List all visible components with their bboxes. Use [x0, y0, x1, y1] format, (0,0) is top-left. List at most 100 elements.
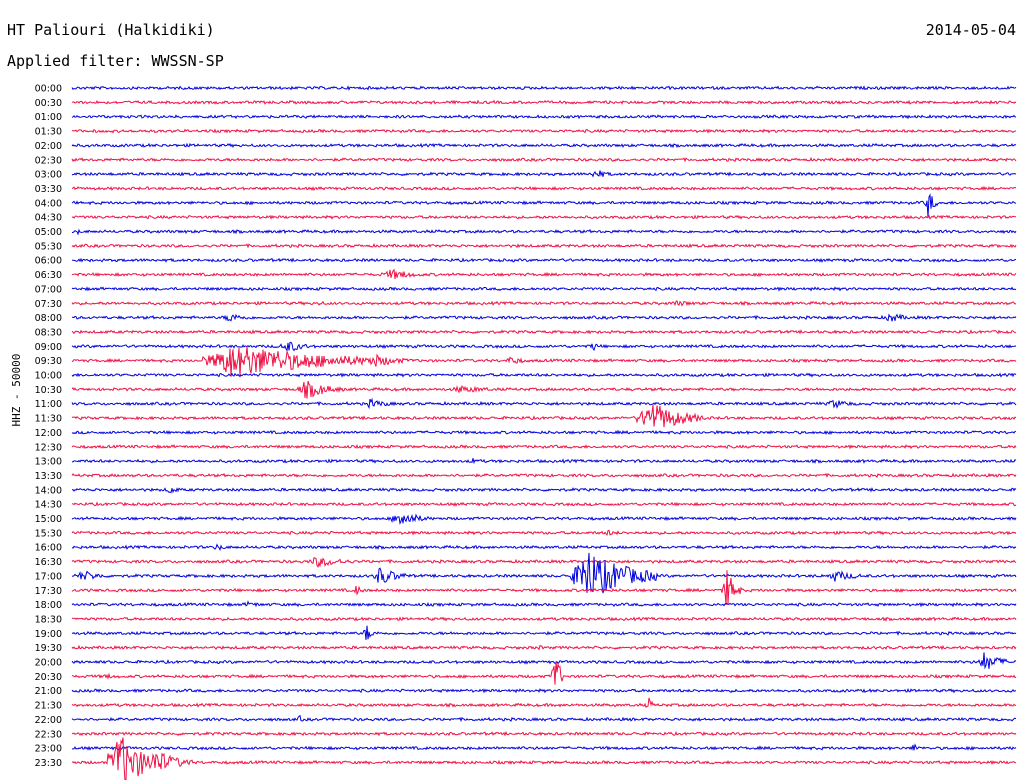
station-title: HT Paliouri (Halkidiki)	[7, 21, 215, 39]
seismogram-trace	[71, 170, 1017, 178]
time-tick-label: 00:30	[35, 98, 62, 109]
seismogram-trace	[71, 404, 1017, 428]
seismogram-trace	[71, 557, 1017, 568]
seismogram-trace	[71, 257, 1017, 263]
time-tick-label: 07:30	[35, 299, 62, 310]
seismogram-trace	[71, 487, 1017, 494]
time-tick-label: 17:30	[35, 586, 62, 597]
seismogram-trace	[71, 600, 1017, 608]
time-tick-label: 02:00	[35, 141, 62, 152]
seismogram-trace	[71, 99, 1017, 105]
seismogram-trace	[71, 644, 1017, 651]
time-tick-label: 02:30	[35, 155, 62, 166]
seismogram-trace	[71, 346, 1017, 378]
seismogram-trace	[71, 185, 1017, 192]
seismogram-trace	[71, 737, 1016, 780]
time-tick-label: 09:30	[35, 356, 62, 367]
time-tick-label: 14:30	[35, 500, 62, 511]
time-tick-label: 00:00	[35, 84, 62, 95]
record-date: 2014-05-04	[925, 21, 1016, 39]
time-tick-label: 23:30	[35, 758, 62, 769]
seismogram-trace	[71, 243, 1017, 249]
seismogram-trace	[71, 697, 1017, 709]
time-tick-label: 03:00	[35, 170, 62, 181]
time-tick-label: 13:30	[35, 471, 62, 482]
time-tick-label: 08:00	[35, 313, 62, 324]
seismogram-trace	[71, 625, 1017, 640]
seismogram-trace	[71, 616, 1017, 622]
time-tick-label: 15:00	[35, 514, 62, 525]
seismogram-trace	[71, 268, 1017, 279]
seismogram-trace	[71, 142, 1017, 149]
time-tick-label: 12:00	[35, 428, 62, 439]
seismogram-trace	[71, 429, 1017, 436]
time-tick-label: 23:00	[35, 744, 62, 755]
seismogram-trace	[71, 300, 1017, 307]
seismogram-trace	[72, 228, 1017, 236]
time-tick-label: 11:30	[35, 414, 62, 425]
time-tick-label: 21:00	[35, 686, 62, 697]
seismogram-trace	[71, 543, 1017, 552]
seismogram-trace	[71, 372, 1017, 378]
seismogram-trace	[71, 501, 1017, 507]
time-tick-label: 18:00	[35, 600, 62, 611]
time-tick-label: 22:00	[35, 715, 62, 726]
time-tick-label: 08:30	[35, 327, 62, 338]
time-tick-label: 17:00	[35, 571, 62, 582]
time-tick-label: 19:30	[35, 643, 62, 654]
time-tick-label: 13:00	[35, 457, 62, 468]
seismogram-trace	[71, 444, 1017, 450]
seismogram-trace	[71, 397, 1017, 410]
seismogram-trace	[71, 128, 1017, 134]
seismogram-trace	[71, 85, 1017, 91]
seismogram-trace	[71, 114, 1017, 120]
time-tick-label: 10:00	[35, 371, 62, 382]
filter-label: Applied filter: WWSSN-SP	[7, 52, 224, 70]
seismogram-trace	[71, 688, 1017, 694]
time-tick-label: 22:30	[35, 729, 62, 740]
seismogram-trace	[71, 193, 1017, 218]
time-tick-label: 05:30	[35, 241, 62, 252]
seismogram-trace	[71, 743, 1017, 751]
time-tick-label: 07:00	[35, 284, 62, 295]
time-tick-label: 18:30	[35, 614, 62, 625]
time-tick-label: 14:00	[35, 485, 62, 496]
time-tick-label: 01:00	[35, 112, 62, 123]
seismogram-trace	[71, 472, 1017, 479]
seismogram-trace	[71, 529, 1017, 536]
seismogram-trace	[71, 730, 1017, 737]
seismogram-trace	[71, 313, 1017, 322]
seismogram-trace	[71, 552, 1017, 594]
seismogram-trace	[71, 513, 1017, 525]
seismogram-trace	[71, 214, 1017, 220]
time-tick-label: 11:00	[35, 399, 62, 410]
seismogram-trace	[71, 570, 1017, 606]
time-tick-label: 16:30	[35, 557, 62, 568]
time-tick-label: 06:00	[35, 256, 62, 267]
time-tick-label: 20:00	[35, 658, 62, 669]
time-tick-label: 15:30	[35, 528, 62, 539]
seismogram-trace	[71, 286, 1017, 292]
seismogram-trace	[71, 652, 1017, 670]
seismogram-trace	[71, 458, 1017, 465]
time-tick-label: 21:30	[35, 701, 62, 712]
seismogram-trace	[71, 714, 1017, 723]
time-tick-label: 06:30	[35, 270, 62, 281]
time-tick-label: 19:00	[35, 629, 62, 640]
time-tick-label: 20:30	[35, 672, 62, 683]
time-tick-label: 05:00	[35, 227, 62, 238]
time-tick-label: 04:30	[35, 213, 62, 224]
seismogram-trace	[71, 661, 1017, 685]
time-tick-label: 09:00	[35, 342, 62, 353]
seismogram-trace	[71, 329, 1017, 335]
time-tick-label: 16:00	[35, 543, 62, 554]
seismogram-trace	[71, 341, 1017, 352]
time-tick-label: 03:30	[35, 184, 62, 195]
seismogram-trace	[71, 156, 1017, 163]
seismogram-trace	[71, 380, 1017, 399]
time-tick-label: 10:30	[35, 385, 62, 396]
time-tick-label: 04:00	[35, 198, 62, 209]
time-tick-label: 12:30	[35, 442, 62, 453]
time-tick-label: 01:30	[35, 127, 62, 138]
